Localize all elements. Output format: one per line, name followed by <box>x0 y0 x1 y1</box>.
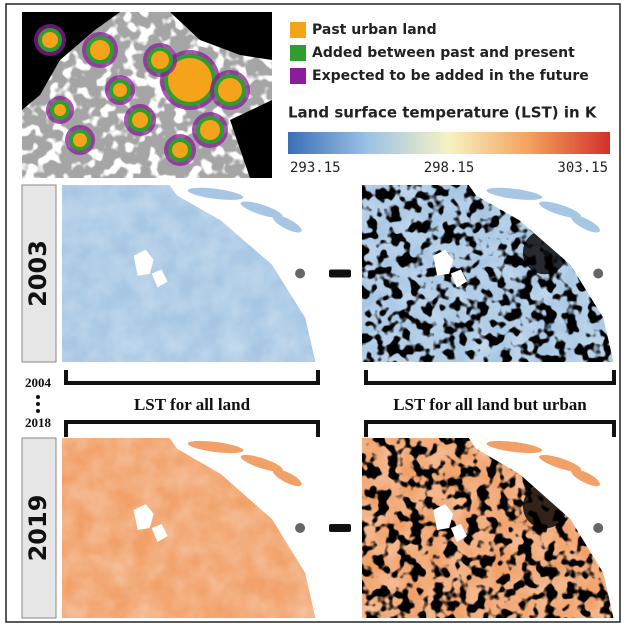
map-body <box>62 438 318 618</box>
small-island <box>593 523 603 533</box>
column-label: LST for all land <box>134 395 251 414</box>
legend-swatch <box>290 68 306 84</box>
past-urban <box>42 32 58 48</box>
inset-map <box>22 12 272 178</box>
legend: Past urban land Added between past and pr… <box>290 22 589 84</box>
map-body <box>62 185 318 362</box>
map-body <box>362 438 616 618</box>
ellipsis <box>36 395 40 413</box>
lst-map <box>362 185 616 362</box>
map-body <box>362 185 616 362</box>
past-urban <box>151 51 169 69</box>
year-label: 2003 <box>24 240 52 307</box>
past-urban <box>73 133 87 147</box>
legend-label: Expected to be added in the future <box>312 68 589 84</box>
colorbar-title: Land surface temperature (LST) in K <box>288 104 598 122</box>
past-urban <box>218 78 242 102</box>
colorbar <box>288 132 610 154</box>
small-island <box>295 523 305 533</box>
lst-map <box>62 438 318 618</box>
figure: Past urban land Added between past and pr… <box>0 0 626 628</box>
colorbar-tick: 293.15 <box>290 160 341 176</box>
colorbar-ticks: 293.15 298.15 303.15 <box>290 160 608 176</box>
interval-end: 2018 <box>25 415 52 430</box>
past-urban <box>113 83 127 97</box>
minus-sign <box>329 270 351 278</box>
lst-map <box>362 438 616 618</box>
minus-sign <box>329 524 351 532</box>
past-urban <box>172 142 188 158</box>
year-label: 2019 <box>24 495 52 562</box>
legend-swatch <box>290 22 306 38</box>
legend-swatch <box>290 45 306 61</box>
interval-start: 2004 <box>25 375 52 390</box>
past-urban <box>132 112 148 128</box>
column-label: LST for all land but urban <box>393 395 587 414</box>
past-urban <box>54 104 66 116</box>
colorbar-tick: 303.15 <box>557 160 608 176</box>
lst-map <box>62 185 318 362</box>
past-urban <box>200 120 220 140</box>
past-urban <box>90 40 110 60</box>
legend-label: Past urban land <box>312 22 437 38</box>
small-island <box>593 269 603 279</box>
colorbar-tick: 298.15 <box>424 160 475 176</box>
small-island <box>295 269 305 279</box>
legend-label: Added between past and present <box>312 45 575 61</box>
